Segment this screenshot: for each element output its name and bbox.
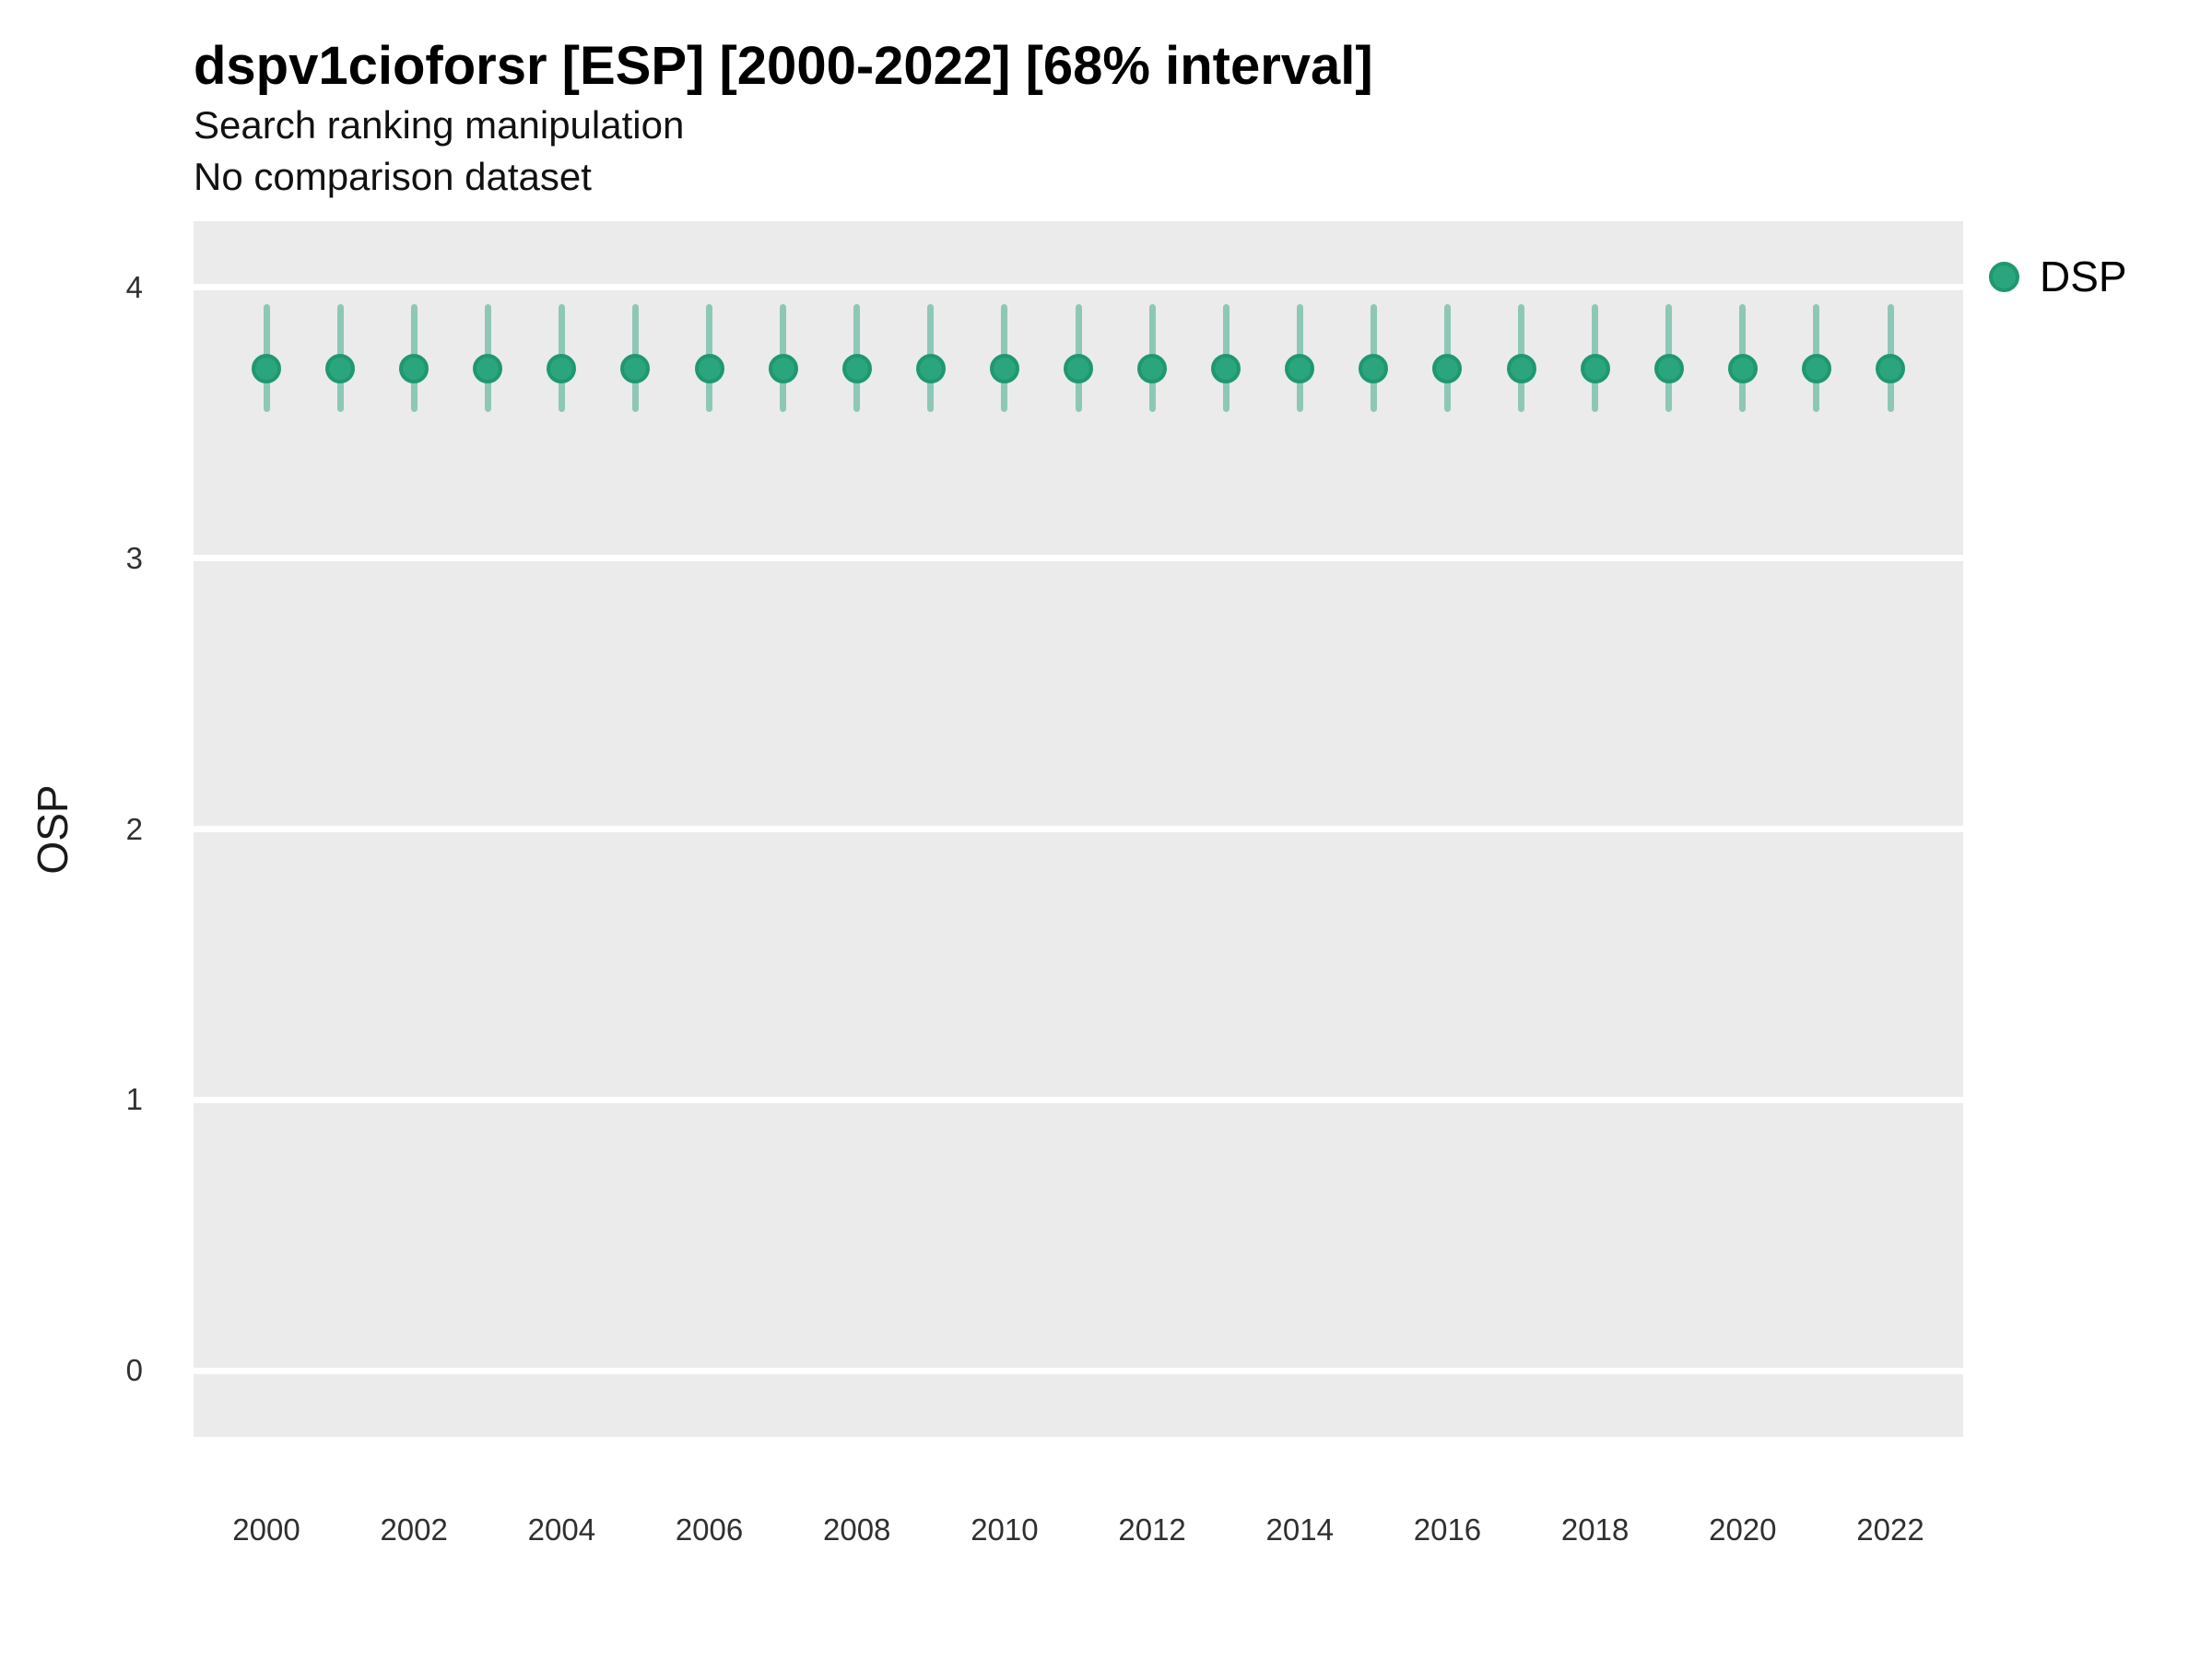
point-estimate-2013 (1211, 354, 1241, 384)
point-estimate-2012 (1137, 354, 1168, 384)
x-tick-label-2002: 2002 (380, 1512, 448, 1547)
point-estimate-2018 (1580, 354, 1610, 384)
point-estimate-2014 (1285, 354, 1315, 384)
point-estimate-2016 (1432, 354, 1463, 384)
gridline-y-2 (194, 826, 1963, 832)
legend-item-dsp: DSP (1989, 251, 2127, 302)
gridline-y-1 (194, 1096, 1963, 1103)
x-tick-label-2000: 2000 (232, 1512, 300, 1547)
point-estimate-2008 (841, 354, 872, 384)
point-estimate-2004 (547, 354, 577, 384)
y-tick-label-0: 0 (125, 1353, 143, 1388)
x-tick-label-2006: 2006 (675, 1512, 744, 1547)
point-estimate-2017 (1506, 354, 1536, 384)
point-estimate-2001 (325, 354, 356, 384)
chart-title: dspv1cioforsr [ESP] [2000-2022] [68% int… (194, 36, 1373, 96)
point-estimate-2003 (473, 354, 503, 384)
x-tick-label-2014: 2014 (1265, 1512, 1334, 1547)
point-estimate-2009 (915, 354, 946, 384)
x-tick-label-2008: 2008 (823, 1512, 891, 1547)
y-tick-label-3: 3 (125, 540, 143, 575)
y-tick-label-4: 4 (125, 269, 143, 304)
gridline-y-4 (194, 284, 1963, 291)
point-estimate-2019 (1653, 354, 1684, 384)
point-estimate-2002 (399, 354, 429, 384)
x-tick-label-2020: 2020 (1709, 1512, 1777, 1547)
x-tick-label-2012: 2012 (1118, 1512, 1186, 1547)
chart-subtitle-line1: Search ranking manipulation (194, 103, 685, 147)
x-tick-label-2004: 2004 (527, 1512, 596, 1547)
point-estimate-2000 (252, 354, 281, 384)
point-estimate-2015 (1359, 354, 1389, 384)
point-estimate-2006 (694, 354, 724, 384)
gridline-y-3 (194, 555, 1963, 562)
point-estimate-2021 (1801, 354, 1831, 384)
legend-point-icon (1989, 261, 2019, 292)
plot-panel (194, 221, 1963, 1437)
point-estimate-2010 (989, 354, 1019, 384)
legend-label: DSP (2040, 253, 2127, 300)
x-tick-label-2022: 2022 (1856, 1512, 1924, 1547)
point-estimate-2011 (1064, 354, 1093, 384)
x-tick-label-2010: 2010 (971, 1512, 1039, 1547)
point-estimate-2020 (1727, 354, 1758, 384)
legend: DSP (1989, 251, 2127, 302)
x-tick-label-2016: 2016 (1413, 1512, 1482, 1547)
point-estimate-2005 (620, 354, 651, 384)
gridline-y-0 (194, 1367, 1963, 1374)
y-tick-label-1: 1 (125, 1082, 143, 1117)
y-tick-label-2: 2 (125, 811, 143, 846)
chart-subtitle-line2: No comparison dataset (194, 155, 592, 198)
x-tick-label-2018: 2018 (1560, 1512, 1630, 1547)
point-estimate-2007 (768, 354, 798, 384)
point-estimate-2022 (1876, 354, 1905, 384)
